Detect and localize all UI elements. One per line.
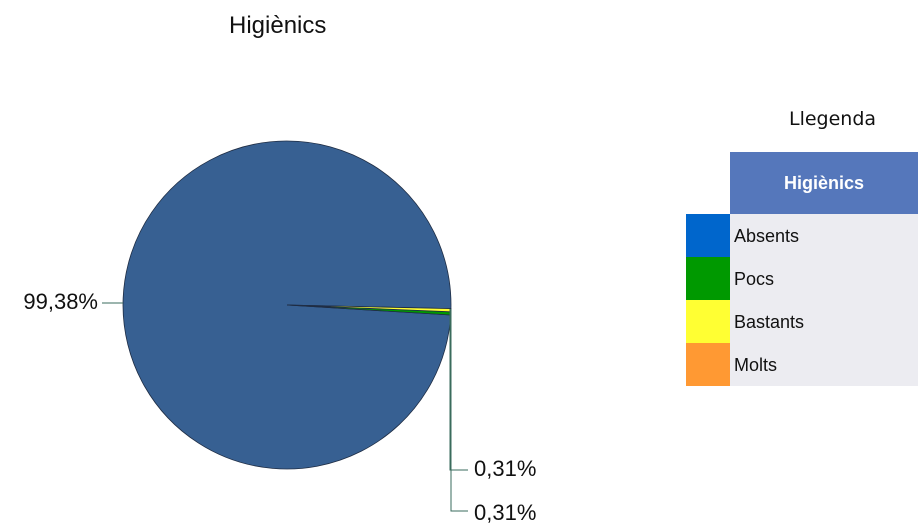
pie-leader-lines <box>102 302 468 512</box>
legend-label-absents: Absents <box>734 226 800 246</box>
chart-title: Higiènics <box>229 12 327 39</box>
legend-row-absents: Absents <box>686 214 918 257</box>
pie-slice-absents <box>122 140 452 470</box>
legend-row-pocs: Pocs <box>686 257 918 300</box>
pie-slices <box>122 140 452 470</box>
legend-swatch-molts <box>686 343 730 386</box>
legend-row-bastants: Bastants <box>686 300 918 343</box>
legend-label-molts: Molts <box>734 355 778 375</box>
legend-swatch-absents <box>686 214 730 257</box>
legend-swatch-bastants <box>686 300 730 343</box>
legend-header: Higiènics <box>730 152 918 214</box>
pie-label-pocs: 0,31% <box>474 456 536 481</box>
pie-label-bastants: 0,31% <box>474 500 536 525</box>
legend-title: Llegenda <box>789 108 877 130</box>
pie-label-absents: 99,38% <box>23 289 98 314</box>
leader-line-bastants <box>450 309 468 512</box>
legend-row-molts: Molts <box>686 343 918 386</box>
legend-label-pocs: Pocs <box>734 269 775 289</box>
legend-label-bastants: Bastants <box>734 312 805 332</box>
legend-swatch-pocs <box>686 257 730 300</box>
pie-labels: 99,38% 0,31% 0,31% <box>23 289 536 525</box>
leader-line-pocs <box>449 309 468 471</box>
